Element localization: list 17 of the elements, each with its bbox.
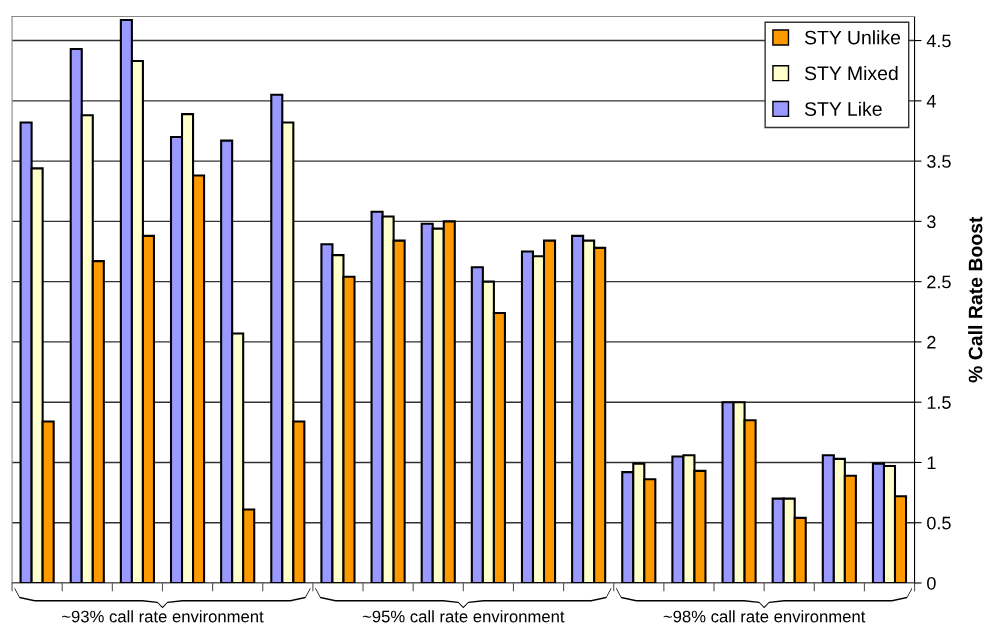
y-tick-label: 4.5 [926,34,951,48]
y-axis-title: % Call Rate Boost [968,216,983,383]
y-tick-label: 1 [927,456,936,469]
legend-label: STY Unlike [804,30,901,45]
y-tick-label: 2.5 [927,275,951,289]
legend-label: STY Like [804,101,882,116]
y-tick-label: 0.5 [927,516,951,530]
text: ~93% call rate environment [62,610,264,623]
y-tick-label: 1.5 [927,396,951,409]
y-tick-label: 3 [927,215,936,229]
y-tick-label: 2 [927,335,936,349]
legend-label: STY Mixed [804,65,898,81]
y-tick-label: 0 [927,576,936,590]
text: ~95% call rate environment [362,610,565,623]
y-tick-label: 4 [926,94,936,108]
text: ~98% call rate environment [663,610,866,623]
y-tick-label: 3.5 [927,155,951,168]
